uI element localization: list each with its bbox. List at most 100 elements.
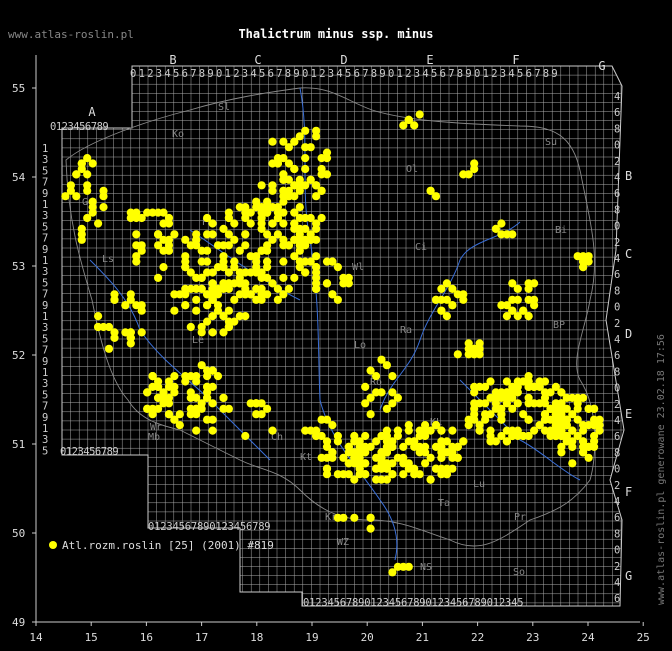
occurrence-dot bbox=[197, 361, 206, 370]
occurrence-dot bbox=[579, 426, 588, 435]
occurrence-dot bbox=[399, 442, 408, 451]
occurrence-dot bbox=[273, 295, 282, 304]
x-tick-label: 18 bbox=[250, 631, 263, 644]
grid-row-letter: C bbox=[625, 247, 632, 261]
occurrence-dot bbox=[246, 290, 255, 299]
occurrence-dot bbox=[415, 110, 424, 119]
grid-right-digit: 6 bbox=[614, 431, 620, 443]
occurrence-dot bbox=[263, 208, 272, 217]
occurrence-dot bbox=[366, 442, 375, 451]
occurrence-dot bbox=[164, 399, 174, 408]
grid-left-digit: 3 bbox=[42, 154, 48, 166]
occurrence-dot bbox=[301, 224, 310, 233]
occurrence-dot bbox=[284, 192, 293, 201]
occurrence-dot bbox=[382, 361, 391, 370]
occurrence-dot bbox=[279, 137, 288, 146]
occurrence-dot bbox=[301, 126, 310, 135]
occurrence-dot bbox=[181, 263, 190, 272]
occurrence-dot bbox=[181, 235, 190, 244]
occurrence-dot bbox=[562, 421, 571, 430]
occurrence-dot bbox=[497, 431, 506, 441]
occurrence-dot bbox=[88, 159, 97, 168]
grid-digit: 8 bbox=[199, 68, 205, 80]
grid-digits-bottom: 012345678901234567890123456789012345 bbox=[303, 597, 523, 609]
grid-column-letter: C bbox=[254, 53, 261, 67]
occurrence-dot bbox=[508, 431, 517, 441]
grid-digit: 8 bbox=[285, 68, 291, 80]
grid-right-digit: 8 bbox=[614, 123, 620, 135]
occurrence-dot bbox=[382, 464, 391, 473]
occurrence-dot bbox=[301, 164, 310, 174]
occurrence-dot bbox=[301, 181, 310, 190]
occurrence-dot bbox=[208, 230, 217, 239]
occurrence-dot bbox=[557, 388, 566, 397]
occurrence-dot bbox=[154, 241, 163, 250]
grid-right-digit: 0 bbox=[614, 302, 620, 314]
occurrence-dot bbox=[437, 306, 446, 315]
occurrence-dot bbox=[524, 372, 533, 381]
occurrence-dot bbox=[230, 257, 239, 266]
occurrence-dot bbox=[551, 426, 561, 435]
occurrence-dot bbox=[268, 279, 277, 288]
occurrence-dot bbox=[426, 453, 435, 462]
grid-right-digit: 4 bbox=[614, 172, 620, 184]
occurrence-dot bbox=[246, 219, 255, 228]
grid-left-digit: 7 bbox=[42, 345, 48, 357]
occurrence-dot bbox=[508, 382, 517, 391]
occurrence-dot bbox=[230, 219, 239, 228]
occurrence-dot bbox=[219, 224, 228, 233]
occurrence-dot bbox=[279, 257, 288, 266]
occurrence-dot bbox=[372, 453, 381, 462]
occurrence-dot bbox=[344, 448, 353, 457]
occurrence-dot bbox=[377, 448, 386, 457]
grid-digit: 2 bbox=[319, 68, 325, 80]
grid-digit: 7 bbox=[362, 68, 368, 80]
occurrence-dot bbox=[175, 421, 184, 430]
occurrence-dot bbox=[382, 475, 391, 484]
grid-left-digit: 9 bbox=[42, 356, 48, 368]
occurrence-dot bbox=[431, 192, 441, 201]
occurrence-dot bbox=[464, 421, 473, 430]
grid-left-digit: 5 bbox=[42, 221, 48, 233]
occurrence-dot bbox=[110, 295, 119, 304]
occurrence-dot bbox=[530, 301, 539, 310]
grid-digit: 1 bbox=[139, 68, 145, 80]
occurrence-dot bbox=[192, 284, 201, 293]
occurrence-dot bbox=[540, 393, 550, 402]
grid-digit: 3 bbox=[242, 68, 248, 80]
grid-left-digit: 3 bbox=[42, 434, 48, 446]
occurrence-dot bbox=[192, 235, 201, 244]
grid-right-digit: 0 bbox=[614, 140, 620, 152]
region-code: Le bbox=[192, 335, 204, 346]
occurrence-dot bbox=[306, 257, 315, 266]
occurrence-dot bbox=[290, 164, 299, 174]
occurrence-dot bbox=[257, 290, 266, 299]
occurrence-dot bbox=[126, 295, 135, 304]
region-code: Ol bbox=[406, 164, 418, 175]
occurrence-dot bbox=[355, 448, 364, 457]
occurrence-dot bbox=[203, 257, 212, 266]
x-axis-ticks: 14 15 16 17 18 19 20 21 22 23 24 25 bbox=[29, 622, 650, 644]
occurrence-dot bbox=[72, 192, 81, 201]
grid-right-digit: 0 bbox=[614, 545, 620, 557]
x-tick-label: 25 bbox=[637, 631, 650, 644]
occurrence-dot bbox=[208, 295, 217, 304]
occurrence-dot bbox=[284, 159, 293, 168]
occurrence-dot bbox=[431, 421, 441, 430]
occurrence-dot bbox=[393, 562, 402, 571]
occurrence-dot bbox=[312, 192, 321, 201]
occurrence-dot bbox=[361, 470, 370, 479]
occurrence-dot bbox=[437, 442, 446, 451]
occurrence-dot bbox=[295, 246, 304, 255]
occurrence-dot bbox=[88, 197, 97, 206]
occurrence-dot bbox=[213, 290, 223, 299]
grid-digit: 0 bbox=[130, 68, 136, 80]
grid-digit: 1 bbox=[225, 68, 231, 80]
occurrence-dot bbox=[268, 186, 277, 195]
occurrence-dot bbox=[497, 301, 506, 310]
occurrence-dot bbox=[192, 377, 201, 386]
occurrence-dot bbox=[208, 328, 217, 337]
y-tick-label: 51 bbox=[12, 438, 25, 451]
occurrence-dot bbox=[246, 252, 255, 261]
occurrence-dot bbox=[399, 470, 408, 479]
